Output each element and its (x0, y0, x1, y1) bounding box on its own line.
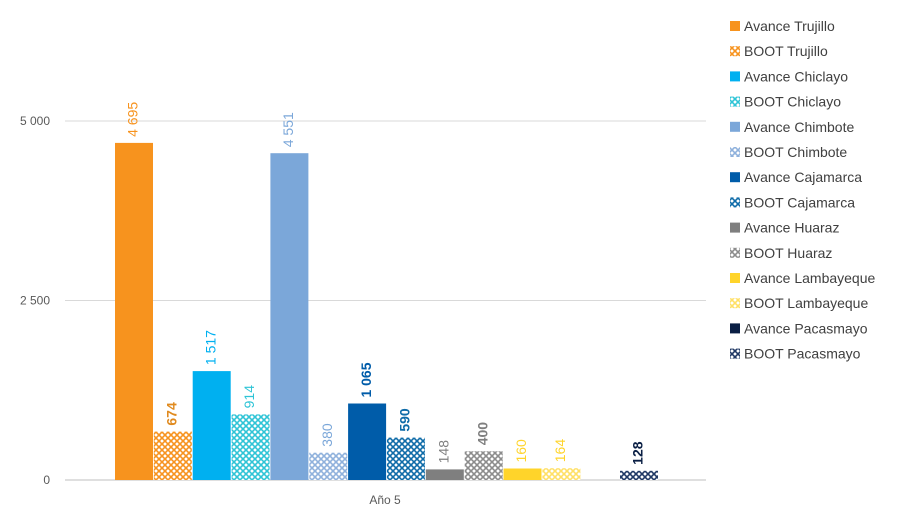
legend-swatch-avance-chiclayo (730, 71, 740, 82)
bar-boot-trujillo (153, 431, 192, 480)
legend: Avance Trujillo BOOT Trujillo Avance Chicl… (730, 18, 875, 362)
data-label-avance-chiclayo: 1 517 (202, 330, 218, 365)
data-label-avance-chimbote: 4 551 (280, 112, 296, 147)
legend-label-avance-trujillo: Avance Trujillo (744, 18, 835, 34)
bar-avance-lambayeque (503, 468, 542, 480)
legend-label-avance-pacasmayo: Avance Pacasmayo (744, 320, 868, 336)
legend-swatch-boot-pacasmayo (730, 348, 740, 359)
legend-swatch-avance-pacasmayo (730, 323, 740, 334)
data-label-avance-lambayeque: 160 (513, 439, 529, 463)
x-tick-label: Año 5 (369, 493, 401, 507)
legend-swatch-avance-cajamarca (730, 172, 740, 183)
data-label-avance-huaraz: 148 (436, 440, 452, 464)
data-label-boot-chiclayo: 914 (241, 385, 257, 409)
data-label-avance-cajamarca: 1 065 (358, 362, 374, 397)
legend-label-boot-chiclayo: BOOT Chiclayo (744, 94, 841, 110)
bar-boot-cajamarca (386, 437, 425, 480)
bar-avance-chiclayo (192, 371, 231, 480)
data-label-boot-trujillo: 674 (164, 402, 180, 426)
y-tick-label: 5 000 (20, 114, 50, 128)
bar-boot-lambayeque (542, 468, 581, 480)
legend-swatch-boot-lambayeque (730, 298, 740, 309)
data-label-boot-huaraz: 400 (474, 422, 490, 446)
legend-label-boot-chimbote: BOOT Chimbote (744, 144, 847, 160)
legend-swatch-boot-trujillo (730, 46, 740, 57)
data-label-boot-lambayeque: 164 (552, 439, 568, 463)
bars (115, 142, 658, 480)
legend-label-boot-lambayeque: BOOT Lambayeque (744, 295, 868, 311)
bar-boot-huaraz (464, 451, 503, 480)
legend-label-boot-pacasmayo: BOOT Pacasmayo (744, 346, 861, 362)
data-label-boot-cajamarca: 590 (397, 408, 413, 432)
legend-label-boot-trujillo: BOOT Trujillo (744, 43, 828, 59)
y-tick-label: 0 (43, 473, 50, 487)
legend-label-avance-cajamarca: Avance Cajamarca (744, 169, 862, 185)
legend-label-avance-lambayeque: Avance Lambayeque (744, 270, 875, 286)
legend-label-avance-chiclayo: Avance Chiclayo (744, 68, 848, 84)
legend-label-avance-huaraz: Avance Huaraz (744, 220, 839, 236)
legend-swatch-avance-huaraz (730, 222, 740, 233)
legend-swatch-boot-chimbote (730, 147, 740, 157)
bar-avance-cajamarca (348, 403, 387, 480)
data-label-boot-pacasmayo: 128 (630, 441, 646, 465)
bar-avance-trujillo (115, 142, 153, 480)
legend-swatch-avance-chimbote (730, 121, 740, 132)
data-labels: 4 695 674 1 517 914 4 551 380 1 065 590 148 400 16… (125, 102, 646, 465)
legend-swatch-avance-trujillo (730, 21, 740, 31)
gridlines (65, 120, 706, 301)
bar-boot-chiclayo (231, 414, 270, 480)
data-label-boot-chimbote: 380 (319, 423, 335, 447)
legend-label-avance-chimbote: Avance Chimbote (744, 119, 854, 135)
bar-boot-chimbote (309, 452, 348, 480)
y-tick-label: 2 500 (20, 294, 50, 308)
legend-swatch-boot-chiclayo (730, 96, 740, 107)
legend-label-boot-cajamarca: BOOT Cajamarca (744, 194, 855, 210)
legend-swatch-boot-cajamarca (730, 197, 740, 208)
legend-swatch-avance-lambayeque (730, 273, 740, 283)
legend-swatch-boot-huaraz (730, 247, 740, 258)
bar-avance-chimbote (270, 153, 309, 480)
legend-label-boot-huaraz: BOOT Huaraz (744, 245, 832, 261)
bar-boot-pacasmayo (620, 470, 658, 480)
bar-avance-huaraz (425, 469, 464, 480)
data-label-avance-trujillo: 4 695 (125, 102, 141, 137)
